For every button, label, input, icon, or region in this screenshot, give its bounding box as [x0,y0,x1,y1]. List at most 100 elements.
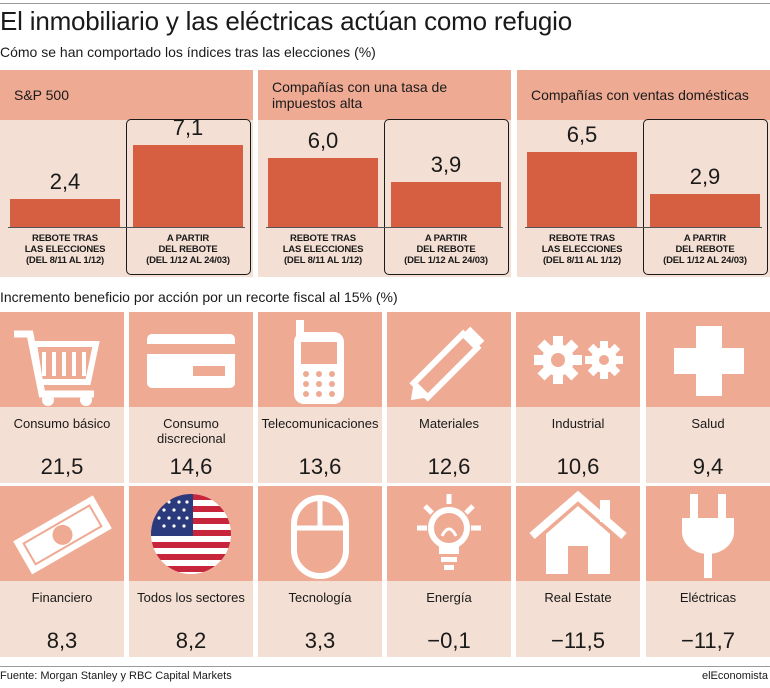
bar-value-label: 6,5 [566,122,598,147]
phone-icon [258,312,382,407]
highlight-box [126,119,251,275]
sector-name: Salud [691,416,725,431]
chart-title: El inmobiliario y las eléctricas actúan … [0,6,572,36]
sector-value: 14,6 [169,454,213,479]
bar-panel-1: S&P 500 2,4 REBOTE TRAS LAS ELECCIONES (DEL … [0,70,253,277]
category-label-line: DEL REBOTE [158,244,218,255]
category-label-line: A PARTIR [683,233,727,244]
cross-icon [646,312,770,407]
bar [133,145,243,227]
category-label-line: A PARTIR [424,233,468,244]
banknote-icon [0,486,124,581]
cart-icon [0,312,124,407]
sector-tile: Tecnología 3,3 [258,486,382,657]
bar [650,194,760,227]
sector-name: Consumo discrecional [157,416,226,446]
bar-value-label: 3,9 [430,152,462,177]
credit-card-icon [129,312,253,407]
bar-value-label: 6,0 [307,128,339,153]
category-label-line: LAS ELECCIONES [541,244,623,255]
sector-value: 10,6 [556,454,600,479]
sector-tile: Eléctricas −11,7 [646,486,770,657]
panel-header: Compañías con ventas domésticas [517,70,770,120]
panel-header: S&P 500 [0,70,253,120]
bottom-rule [0,666,770,667]
category-label-line: (DEL 1/12 AL 24/03) [146,255,230,266]
sector-name: Consumo básico [13,416,111,431]
baseline [525,227,762,228]
category-label: A PARTIR DEL REBOTE (DEL 1/12 AL 24/03) [645,233,765,266]
panel-header: Compañías con una tasa de impuestos alta [258,70,511,120]
category-label-line: REBOTE TRAS [32,233,98,244]
sector-value: 9,4 [692,454,724,479]
bar [10,199,120,227]
lightbulb-icon [387,486,511,581]
sector-name: Industrial [551,416,605,431]
pencil-icon [387,312,511,407]
highlight-box [643,119,768,275]
sector-name: Todos los sectores [137,590,245,605]
house-icon [516,486,640,581]
brand-logo: elEconomista [701,670,768,682]
source-note: Fuente: Morgan Stanley y RBC Capital Mar… [0,670,232,682]
sector-tile: Consumo básico 21,5 [0,312,124,483]
panel-title: Compañías con una tasa de impuestos alta [272,79,448,111]
sector-tile: Todos los sectores 8,2 [129,486,253,657]
sector-value: −0,1 [427,628,471,653]
bar-panel-2: Compañías con una tasa de impuestos alta… [258,70,511,277]
section-title: Incremento beneficio por acción por un r… [0,289,398,305]
top-rule [0,3,770,4]
sector-tile: Salud 9,4 [646,312,770,483]
gears-icon [516,312,640,407]
category-label-line: LAS ELECCIONES [24,244,106,255]
bar [527,152,637,227]
chart-subtitle: Cómo se han comportado los índices tras … [0,44,376,60]
sector-value: 8,2 [175,628,207,653]
sector-tile: Telecomunicaciones 13,6 [258,312,382,483]
bar [268,158,378,227]
sector-tile: Energía −0,1 [387,486,511,657]
bar-value-label: 2,9 [689,164,721,189]
category-label: REBOTE TRAS LAS ELECCIONES (DEL 8/11 AL 1/… [522,233,642,266]
category-label-line: A PARTIR [166,233,210,244]
sector-value: 21,5 [40,454,84,479]
category-label-line: (DEL 8/11 AL 1/12) [25,255,105,266]
category-label-line: DEL REBOTE [675,244,735,255]
category-label-line: REBOTE TRAS [290,233,356,244]
category-label-line: (DEL 8/11 AL 1/12) [283,255,363,266]
category-label-line: (DEL 1/12 AL 24/03) [663,255,747,266]
sector-name: Real Estate [544,590,612,605]
panel-title: S&P 500 [14,87,70,103]
highlight-box [384,119,509,275]
sector-tile: Consumo discrecional 14,6 [129,312,253,483]
sector-tile: Real Estate −11,5 [516,486,640,657]
sector-tile: Financiero 8,3 [0,486,124,657]
sector-tile: Industrial 10,6 [516,312,640,483]
sector-value: 3,3 [304,628,336,653]
sector-name: Energía [426,590,472,605]
sector-value: −11,7 [680,628,736,653]
plug-icon [646,486,770,581]
sector-name: Tecnología [288,590,352,605]
sector-name: Materiales [419,416,479,431]
baseline [8,227,245,228]
us-flag-icon [129,486,253,581]
category-label: REBOTE TRAS LAS ELECCIONES (DEL 8/11 AL 1/… [5,233,125,266]
mouse-icon [258,486,382,581]
sector-value: 13,6 [298,454,342,479]
sector-value: −11,5 [550,628,606,653]
sector-tile: Materiales 12,6 [387,312,511,483]
category-label-line: REBOTE TRAS [549,233,615,244]
category-label: REBOTE TRAS LAS ELECCIONES (DEL 8/11 AL 1/… [263,233,383,266]
category-label-line: LAS ELECCIONES [282,244,364,255]
sector-name: Telecomunicaciones [261,416,379,431]
bar-value-label: 7,1 [172,115,204,140]
bar-panel-3: Compañías con ventas domésticas 6,5 REBOTE… [517,70,770,277]
sector-name: Eléctricas [679,590,737,605]
sector-value: 8,3 [46,628,78,653]
category-label-line: (DEL 1/12 AL 24/03) [404,255,488,266]
category-label: A PARTIR DEL REBOTE (DEL 1/12 AL 24/03) [128,233,248,266]
sector-name: Financiero [31,590,93,605]
category-label: A PARTIR DEL REBOTE (DEL 1/12 AL 24/03) [386,233,506,266]
bar-value-label: 2,4 [49,169,81,194]
